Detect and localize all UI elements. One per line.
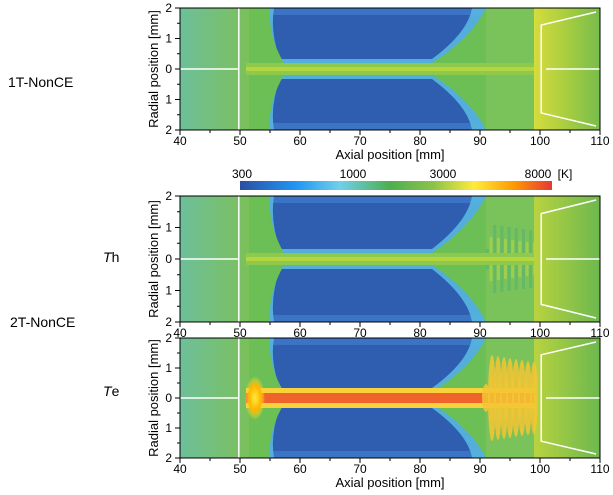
label-th-var: T [103,249,112,265]
y-tick-label: 0 [165,391,172,405]
x-axis-label: Axial position [mm] [335,147,444,162]
x-tick-label: 80 [413,462,427,476]
label-th: Th [103,249,119,265]
x-tick-label: 40 [173,326,187,340]
y-tick-label: 0 [165,252,172,266]
hot-streak [530,362,538,434]
heatmap-field [180,8,600,130]
hot-jet-core [246,393,534,403]
panel-3: 40 50 60 70 80 90 100 110 2 1 0 1 2 Radial position [… [146,331,610,490]
hot-spot-inlet [245,376,265,420]
x-tick-label: 60 [293,326,307,340]
x-tick-label: 110 [590,462,609,476]
x-tick-label: 100 [530,134,550,148]
wall-band-top [252,338,528,345]
label-te-sub: e [111,383,120,399]
hot-streak [524,361,532,435]
wall-band-bottom [252,123,528,130]
x-tick-label: 90 [473,462,487,476]
x-tick-label: 90 [473,134,487,148]
wall-band-bottom [252,451,528,458]
x-tick-label: 100 [530,326,550,340]
wall-band-top [252,196,528,203]
y-axis-label: Radial position [mm] [146,10,161,128]
x-tick-label: 110 [590,326,609,340]
label-te-var: T [103,383,112,399]
y-axis-label: Radial position [mm] [146,200,161,318]
jet-core [246,67,534,71]
y-tick-label: 2 [165,315,172,329]
y-tick-label: 2 [165,451,172,465]
colorbar-gradient [240,181,552,190]
y-axis-label: Radial position [mm] [146,339,161,457]
hot-streak [494,356,502,440]
x-tick-label: 40 [173,462,187,476]
x-tick-label: 50 [233,462,247,476]
label-th-sub: h [111,249,120,265]
nozzle-outline [540,199,597,319]
nozzle-outline [540,341,597,455]
wall-band-top [252,8,528,15]
y-tick-label: 1 [165,221,172,235]
colorbar: 300 1000 3000 8000 [K] [232,167,572,190]
panel-2: 40 50 60 70 80 90 100 110 2 1 0 1 2 Radial position [… [146,189,610,340]
x-tick-label: 70 [353,134,367,148]
colorbar-tick-8000: 8000 [525,167,552,181]
panel-1: 40 50 60 70 80 90 100 110 2 1 0 1 2 Radial position [… [146,1,610,162]
hot-streak [488,355,496,441]
x-tick-label: 100 [530,462,550,476]
hot-streak [482,384,490,412]
x-tick-label: 70 [353,326,367,340]
y-tick-label: 1 [165,361,172,375]
y-tick-label: 2 [165,189,172,203]
x-tick-label: 80 [413,326,427,340]
label-1t-nonce: 1T-NonCE [8,74,74,90]
x-tick-label: 80 [413,134,427,148]
label-2t-nonce: 2T-NonCE [10,314,76,330]
label-te: Te [103,383,119,399]
heatmap-field [180,196,600,322]
jet-core [246,257,534,261]
colorbar-unit: [K] [558,167,573,181]
nozzle-outline [540,11,597,127]
colorbar-tick-3000: 3000 [430,167,457,181]
y-tick-label: 1 [165,32,172,46]
x-tick-label: 60 [293,134,307,148]
y-tick-label: 2 [165,331,172,345]
y-tick-label: 0 [165,62,172,76]
y-tick-label: 1 [165,421,172,435]
x-tick-label: 60 [293,462,307,476]
colorbar-tick-300: 300 [232,167,252,181]
hot-streak [506,358,514,438]
hot-streak [518,360,526,436]
hot-streak [500,357,508,439]
y-tick-label: 1 [165,284,172,298]
x-axis-label: Axial position [mm] [335,475,444,490]
x-tick-label: 50 [233,326,247,340]
hot-streak [512,359,520,437]
heatmap-field [180,338,600,458]
x-tick-label: 50 [233,134,247,148]
y-tick-label: 2 [165,123,172,137]
wall-band-bottom [252,315,528,322]
x-tick-label: 70 [353,462,367,476]
y-tick-label: 1 [165,93,172,107]
x-tick-label: 40 [173,134,187,148]
colorbar-tick-1000: 1000 [340,167,367,181]
y-tick-label: 2 [165,1,172,15]
x-tick-label: 90 [473,326,487,340]
x-tick-label: 110 [590,134,609,148]
